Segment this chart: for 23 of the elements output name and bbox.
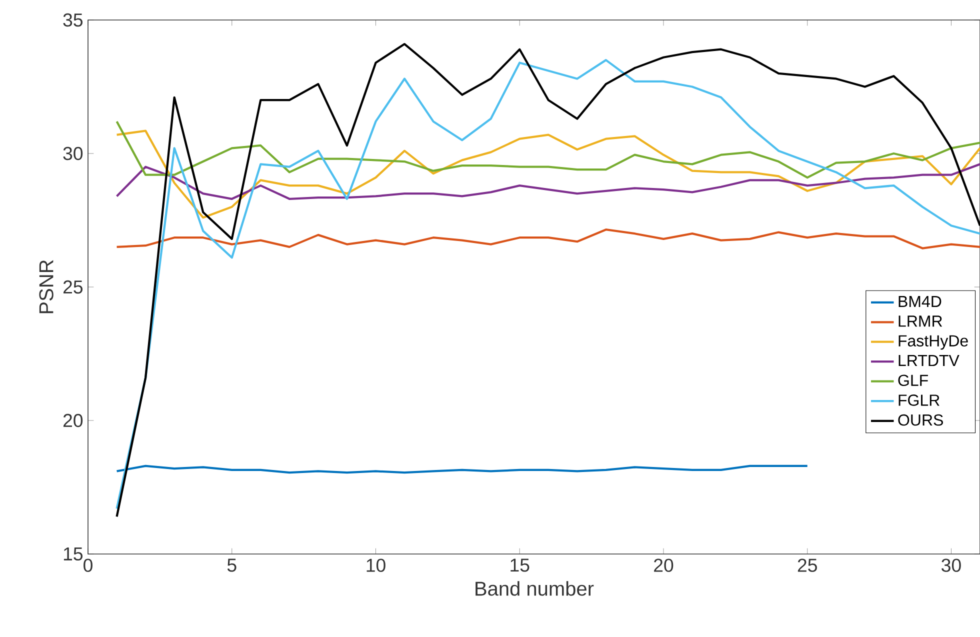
line-series: [116, 228, 980, 250]
x-tick-label: 15: [510, 558, 530, 572]
line-series: [116, 120, 980, 179]
x-tick-label: 10: [366, 558, 386, 572]
x-tick-label: 5: [227, 558, 236, 572]
legend-label: OURS: [898, 414, 943, 426]
y-tick-label: 30: [63, 146, 83, 160]
legend-label: GLF: [898, 374, 928, 386]
legend-label: LRMR: [898, 316, 942, 327]
y-tick-label: 15: [64, 547, 83, 561]
legend-label: BM4D: [898, 296, 942, 307]
y-tick-label: 35: [63, 13, 83, 27]
y-tick-label: 25: [63, 280, 83, 294]
y-axis-title: PSNR: [39, 260, 54, 314]
x-tick-label: 20: [654, 558, 674, 572]
x-axis-title: Band number: [476, 581, 594, 596]
x-tick-label: 0: [84, 558, 92, 572]
x-tick-label: 25: [798, 558, 817, 572]
x-tick-label: 30: [942, 558, 961, 572]
legend-label: FastHyDe: [898, 335, 968, 350]
legend-label: FGLR: [898, 394, 940, 406]
y-tick-label: 20: [63, 414, 83, 428]
legend-label: LRTDTV: [898, 355, 960, 366]
